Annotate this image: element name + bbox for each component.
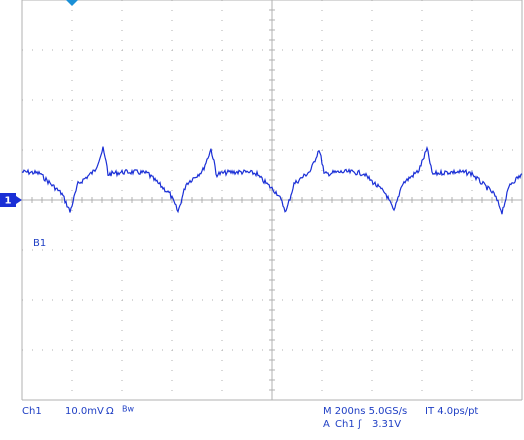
- impedance: Ω: [106, 406, 114, 417]
- trigger-slope: ʃ: [357, 419, 362, 430]
- graticule: [21, 0, 523, 401]
- channel-marker: 1: [5, 196, 12, 207]
- interpolation: IT 4.0ps/pt: [425, 406, 478, 417]
- trigger-position-marker: [66, 0, 78, 6]
- channel-marker-arrow: [16, 196, 22, 204]
- vertical-scale: 10.0mV: [65, 406, 104, 417]
- bandwidth-limit: Bw: [122, 405, 134, 414]
- trigger-level: 3.31V: [372, 419, 401, 430]
- trigger-mode: A: [323, 419, 330, 430]
- ref-marker: B1: [33, 238, 46, 249]
- timebase: M 200ns 5.0GS/s: [323, 406, 407, 417]
- channel-label: Ch1: [22, 406, 42, 417]
- channel-marker-box: [0, 193, 16, 207]
- trigger-source: Ch1: [335, 419, 355, 430]
- waveform: [21, 145, 523, 215]
